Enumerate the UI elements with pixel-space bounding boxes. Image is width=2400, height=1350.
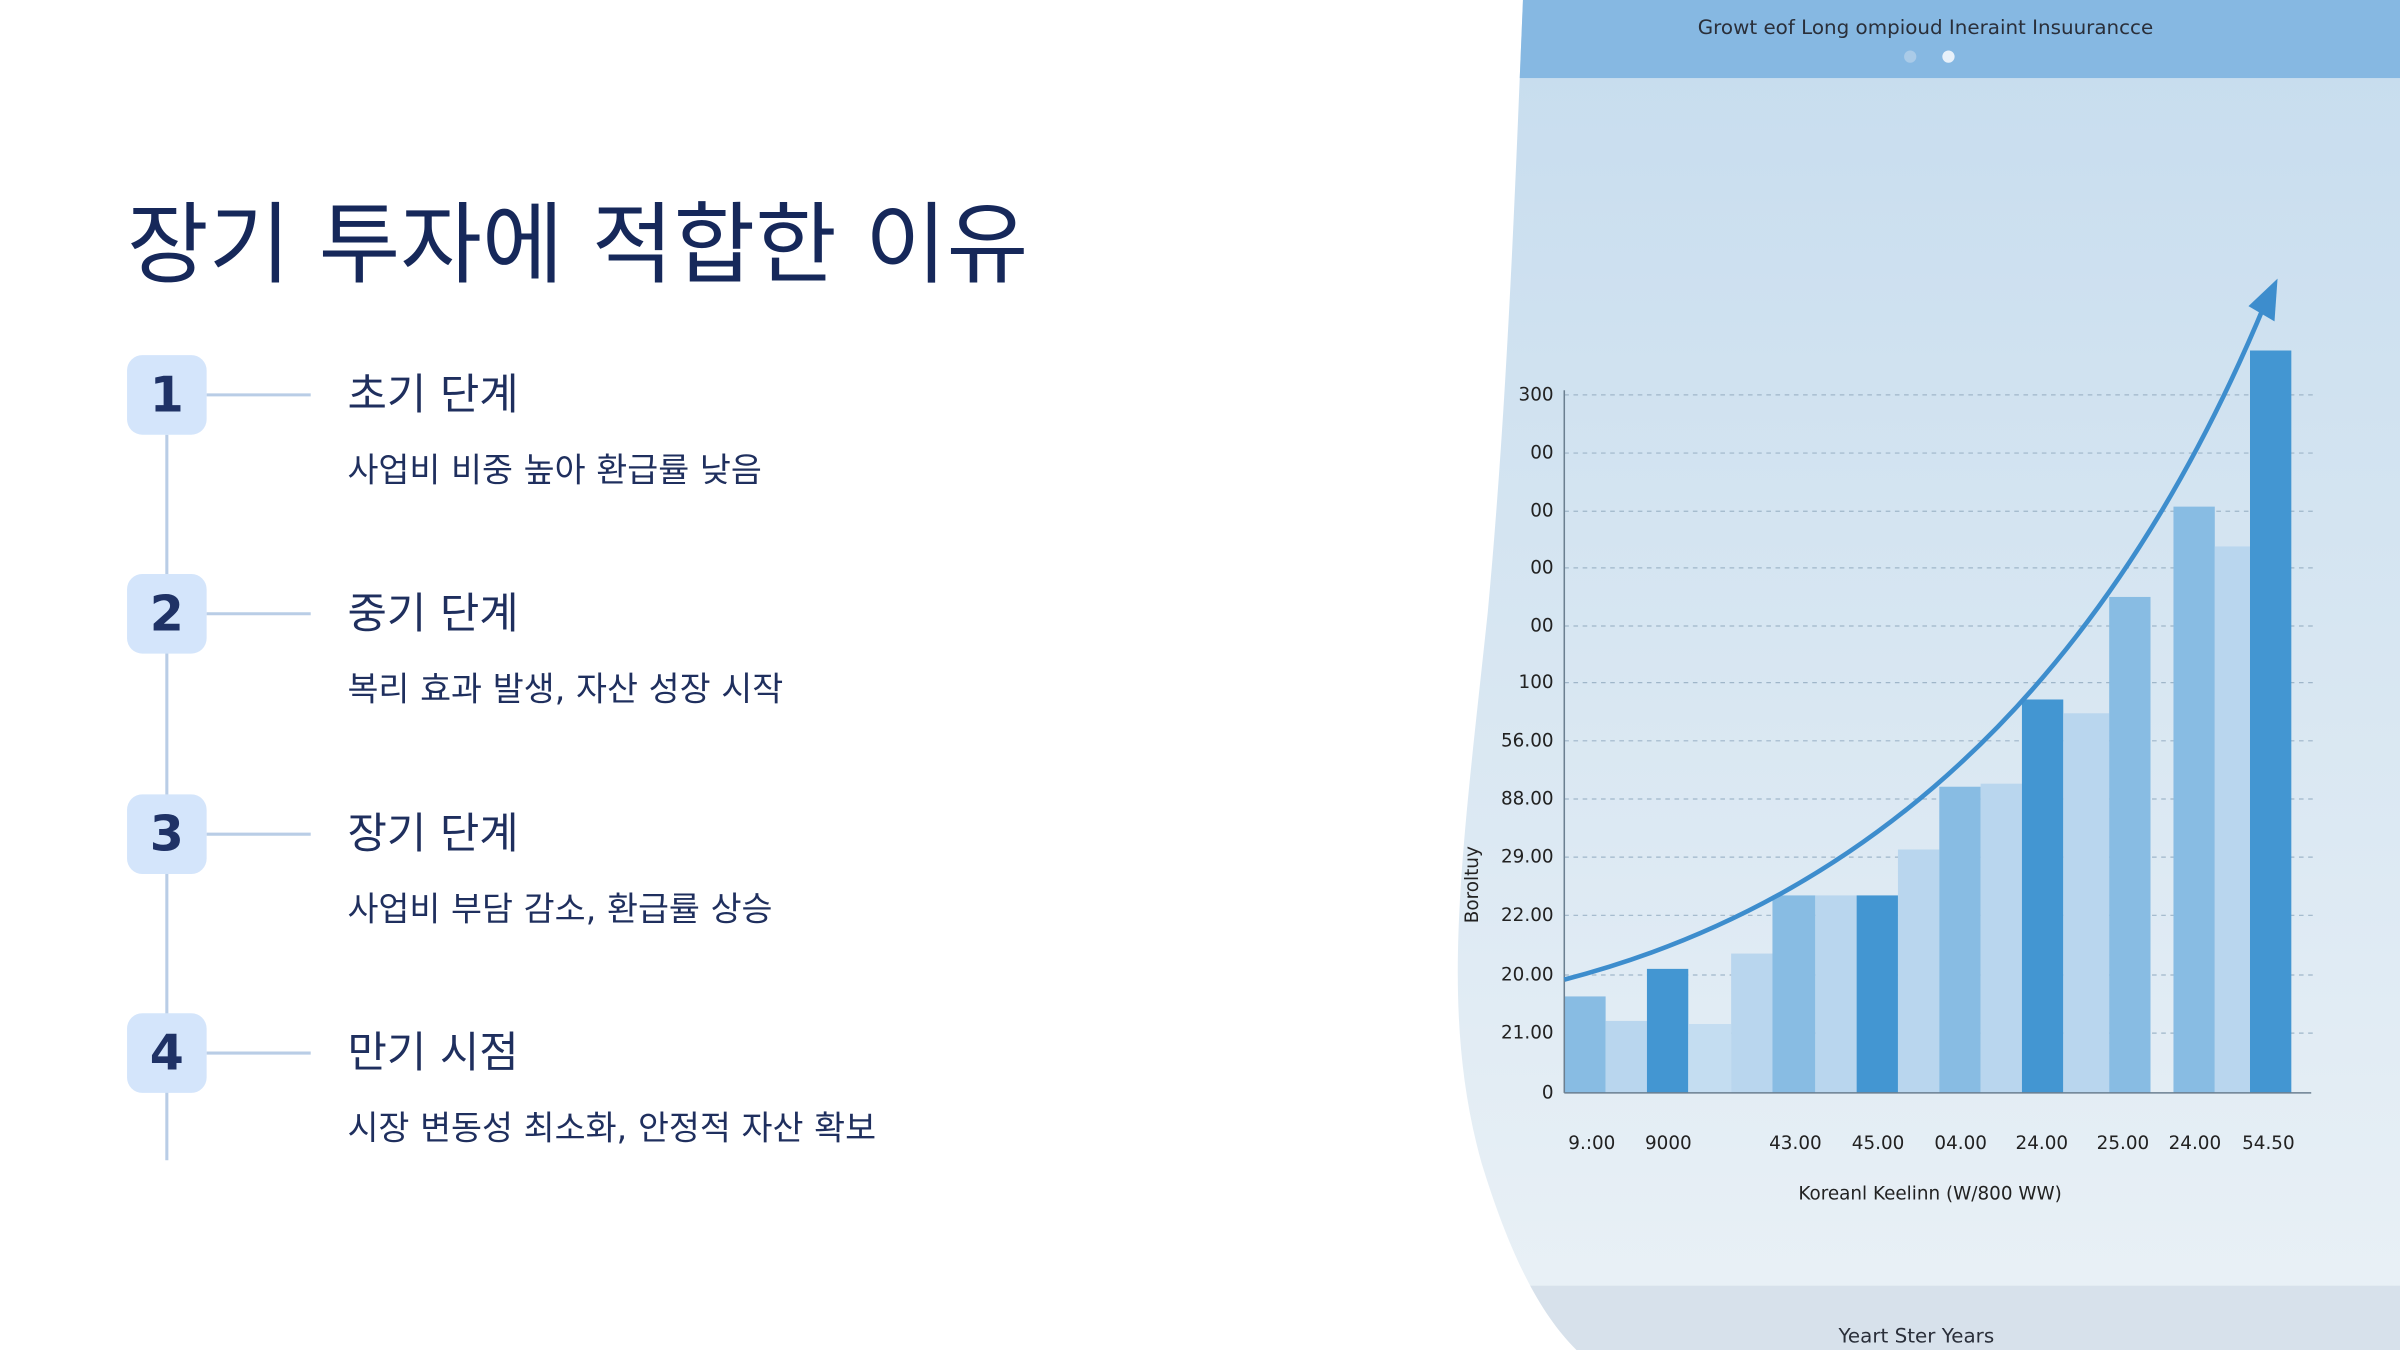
- trend-arrow: [1563, 302, 2268, 982]
- x-label: 24.00: [2016, 1133, 2069, 1154]
- y-label: 21.00: [1501, 1023, 1554, 1044]
- step-heading: 만기 시점: [347, 1028, 518, 1078]
- bottom-bar: [1457, 1285, 2400, 1350]
- bar: [1772, 895, 1816, 1093]
- step-description: 시장 변동성 최소화, 안정적 자산 확보: [347, 1109, 876, 1148]
- step-badge: [127, 355, 207, 435]
- step-description: 사업비 비중 높아 환급률 낮음: [347, 450, 761, 489]
- bar: [1856, 895, 1898, 1093]
- y-label: 100: [1519, 672, 1554, 693]
- bar: [1980, 783, 2022, 1093]
- image-title: Growt eof Long ompioud Ineraint Insuuran…: [1698, 16, 2153, 39]
- y-label: 88.00: [1501, 788, 1554, 809]
- arrow-head: [2248, 278, 2278, 322]
- y-label: 00: [1530, 616, 1553, 637]
- step-number: 1: [150, 366, 184, 423]
- step-badge: [127, 794, 207, 874]
- bar: [1688, 1023, 1732, 1093]
- bar: [2109, 596, 2151, 1093]
- step-badge: [127, 573, 207, 654]
- bar: [1939, 786, 1981, 1093]
- bar: [2021, 699, 2064, 1093]
- y-title: Boroltuy: [1462, 846, 1483, 923]
- x-label: 45.00: [1852, 1133, 1905, 1154]
- slide-title: 장기 투자에 적합한 이유: [127, 194, 1028, 297]
- bar: [1897, 849, 1940, 1093]
- y-label: 0: [1542, 1082, 1554, 1103]
- x-label: 9000: [1645, 1133, 1692, 1154]
- bar: [1646, 968, 1689, 1093]
- dot: [1942, 50, 1955, 63]
- x-title: Koreanl Keelinn (W/800 WW): [1798, 1183, 2062, 1204]
- top-bar: [1457, 0, 2400, 79]
- y-label: 00: [1530, 557, 1553, 578]
- chart-art: [1563, 278, 2315, 1094]
- dot: [1904, 50, 1917, 63]
- step-number: 2: [150, 585, 184, 642]
- y-label: 00: [1530, 443, 1553, 464]
- bar: [1605, 1020, 1647, 1093]
- step-description: 복리 효과 발생, 자산 성장 시작: [347, 669, 783, 708]
- image-footer: Yeart Ster Years: [1837, 1325, 1994, 1348]
- y-label: 300: [1519, 384, 1554, 405]
- step-heading: 장기 단계: [347, 809, 518, 859]
- step-badge: [127, 1013, 207, 1093]
- x-label: 24.00: [2169, 1133, 2222, 1154]
- bar: [2173, 506, 2215, 1093]
- bar: [1815, 895, 1857, 1093]
- x-label: 9.:00: [1568, 1133, 1615, 1154]
- step-heading: 중기 단계: [347, 589, 518, 639]
- bar: [1564, 996, 1606, 1093]
- step-description: 사업비 부담 감소, 환급률 상승: [347, 890, 772, 929]
- bar: [1731, 953, 1773, 1093]
- bar: [2063, 713, 2110, 1093]
- y-label: 20.00: [1501, 965, 1554, 986]
- x-label: 04.00: [1934, 1133, 1987, 1154]
- y-label: 29.00: [1501, 847, 1554, 868]
- step-heading: 초기 단계: [347, 370, 518, 420]
- y-label: 00: [1530, 501, 1553, 522]
- x-label: 54.50: [2242, 1133, 2295, 1154]
- bar: [2250, 350, 2292, 1093]
- y-label: 22.00: [1501, 905, 1554, 926]
- step-number: 4: [150, 1025, 184, 1082]
- bar: [2214, 546, 2250, 1093]
- illustration: Growt eof Long ompioud Ineraint Insuuran…: [1457, 0, 2400, 1350]
- y-label: 56.00: [1501, 730, 1554, 751]
- x-label: 43.00: [1769, 1133, 1822, 1154]
- step-number: 3: [150, 806, 184, 863]
- x-label: 25.00: [2097, 1133, 2150, 1154]
